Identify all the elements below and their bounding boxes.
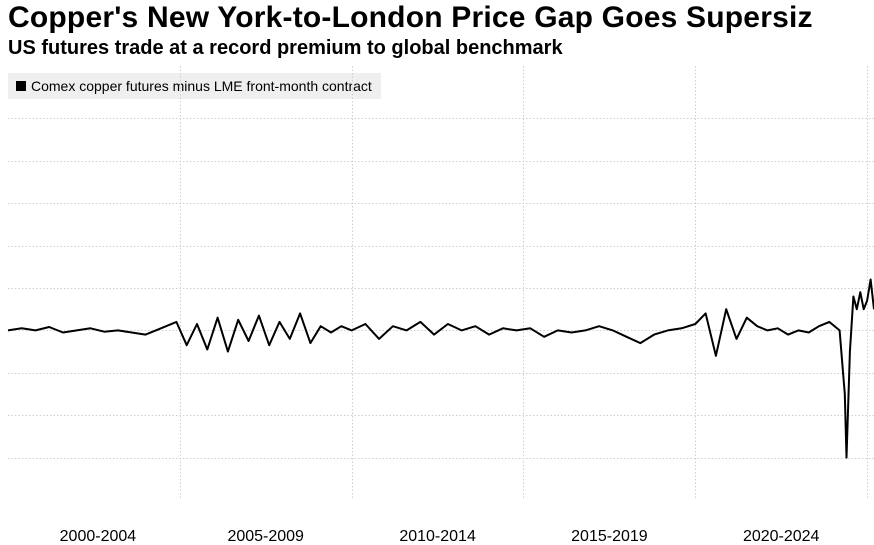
legend-swatch bbox=[16, 81, 26, 91]
x-axis-tick-labels: 2000-2004 2005-2009 2010-2014 2015-2019 2020… bbox=[60, 528, 820, 545]
x-tick-label: 2020-2024 bbox=[743, 528, 820, 545]
x-tick-label: 2005-2009 bbox=[227, 528, 304, 545]
horizontal-gridlines bbox=[8, 118, 874, 459]
vertical-gridlines bbox=[180, 66, 868, 500]
x-tick-label: 2000-2004 bbox=[60, 528, 137, 545]
series-line bbox=[7, 278, 874, 459]
chart-title: Copper's New York-to-London Price Gap Go… bbox=[8, 1, 813, 34]
series-layer bbox=[7, 278, 874, 459]
x-tick-label: 2010-2014 bbox=[399, 528, 476, 545]
chart-legend: Comex copper futures minus LME front-mon… bbox=[8, 73, 381, 99]
legend-label: Comex copper futures minus LME front-mon… bbox=[31, 78, 372, 94]
x-tick-label: 2015-2019 bbox=[571, 528, 648, 545]
chart-subtitle: US futures trade at a record premium to … bbox=[8, 37, 563, 59]
